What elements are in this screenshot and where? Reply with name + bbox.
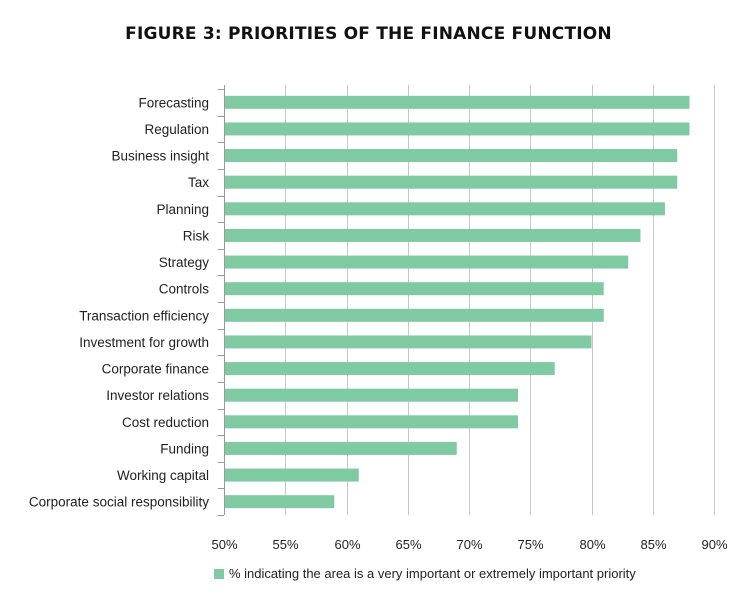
bars <box>224 95 690 509</box>
bar <box>224 282 604 296</box>
bar <box>224 388 518 402</box>
axes <box>218 85 225 516</box>
category-label: Regulation <box>144 122 209 137</box>
x-tick-label: 60% <box>334 537 360 552</box>
category-label: Transaction efficiency <box>79 308 209 323</box>
x-tick-label: 65% <box>395 537 421 552</box>
x-tick-label: 50% <box>211 537 237 552</box>
x-tick-label: 70% <box>456 537 482 552</box>
category-label: Planning <box>156 202 209 217</box>
x-tick-labels: 50% 55% 60% 65% 70% 75% 80% 85% 90% <box>211 537 727 552</box>
bar <box>224 415 518 429</box>
category-label: Working capital <box>117 468 209 483</box>
x-tick-label: 80% <box>579 537 605 552</box>
bar <box>224 228 641 242</box>
x-tick-label: 55% <box>272 537 298 552</box>
x-tick-label: 85% <box>640 537 666 552</box>
bar <box>224 362 555 376</box>
bar <box>224 122 690 136</box>
bar <box>224 149 678 163</box>
bar <box>224 255 629 269</box>
category-label: Investor relations <box>106 388 209 403</box>
legend-swatch <box>214 568 224 579</box>
bar <box>224 335 592 349</box>
category-label: Cost reduction <box>122 415 209 430</box>
category-label: Controls <box>159 282 210 297</box>
category-labels: Forecasting Regulation Business insight Tax… <box>29 95 209 509</box>
bar <box>224 495 335 509</box>
bar <box>224 441 457 455</box>
legend-label: % indicating the area is a very importan… <box>229 566 636 581</box>
category-label: Strategy <box>159 255 210 270</box>
category-label: Corporate finance <box>102 362 209 377</box>
x-tick-label: 75% <box>517 537 543 552</box>
category-label: Risk <box>183 228 209 243</box>
bar <box>224 468 359 482</box>
bar <box>224 308 604 322</box>
bar <box>224 202 665 216</box>
category-label: Corporate social responsibility <box>29 495 209 510</box>
x-tick-label: 90% <box>701 537 727 552</box>
category-label: Funding <box>160 441 209 456</box>
legend: % indicating the area is a very importan… <box>214 566 636 581</box>
category-label: Tax <box>188 175 209 190</box>
category-label: Business insight <box>111 149 209 164</box>
category-label: Investment for growth <box>79 335 209 350</box>
category-label: Forecasting <box>138 95 209 110</box>
bar <box>224 95 690 109</box>
chart-title: FIGURE 3: PRIORITIES OF THE FINANCE FUNC… <box>125 24 612 44</box>
bar <box>224 175 678 189</box>
